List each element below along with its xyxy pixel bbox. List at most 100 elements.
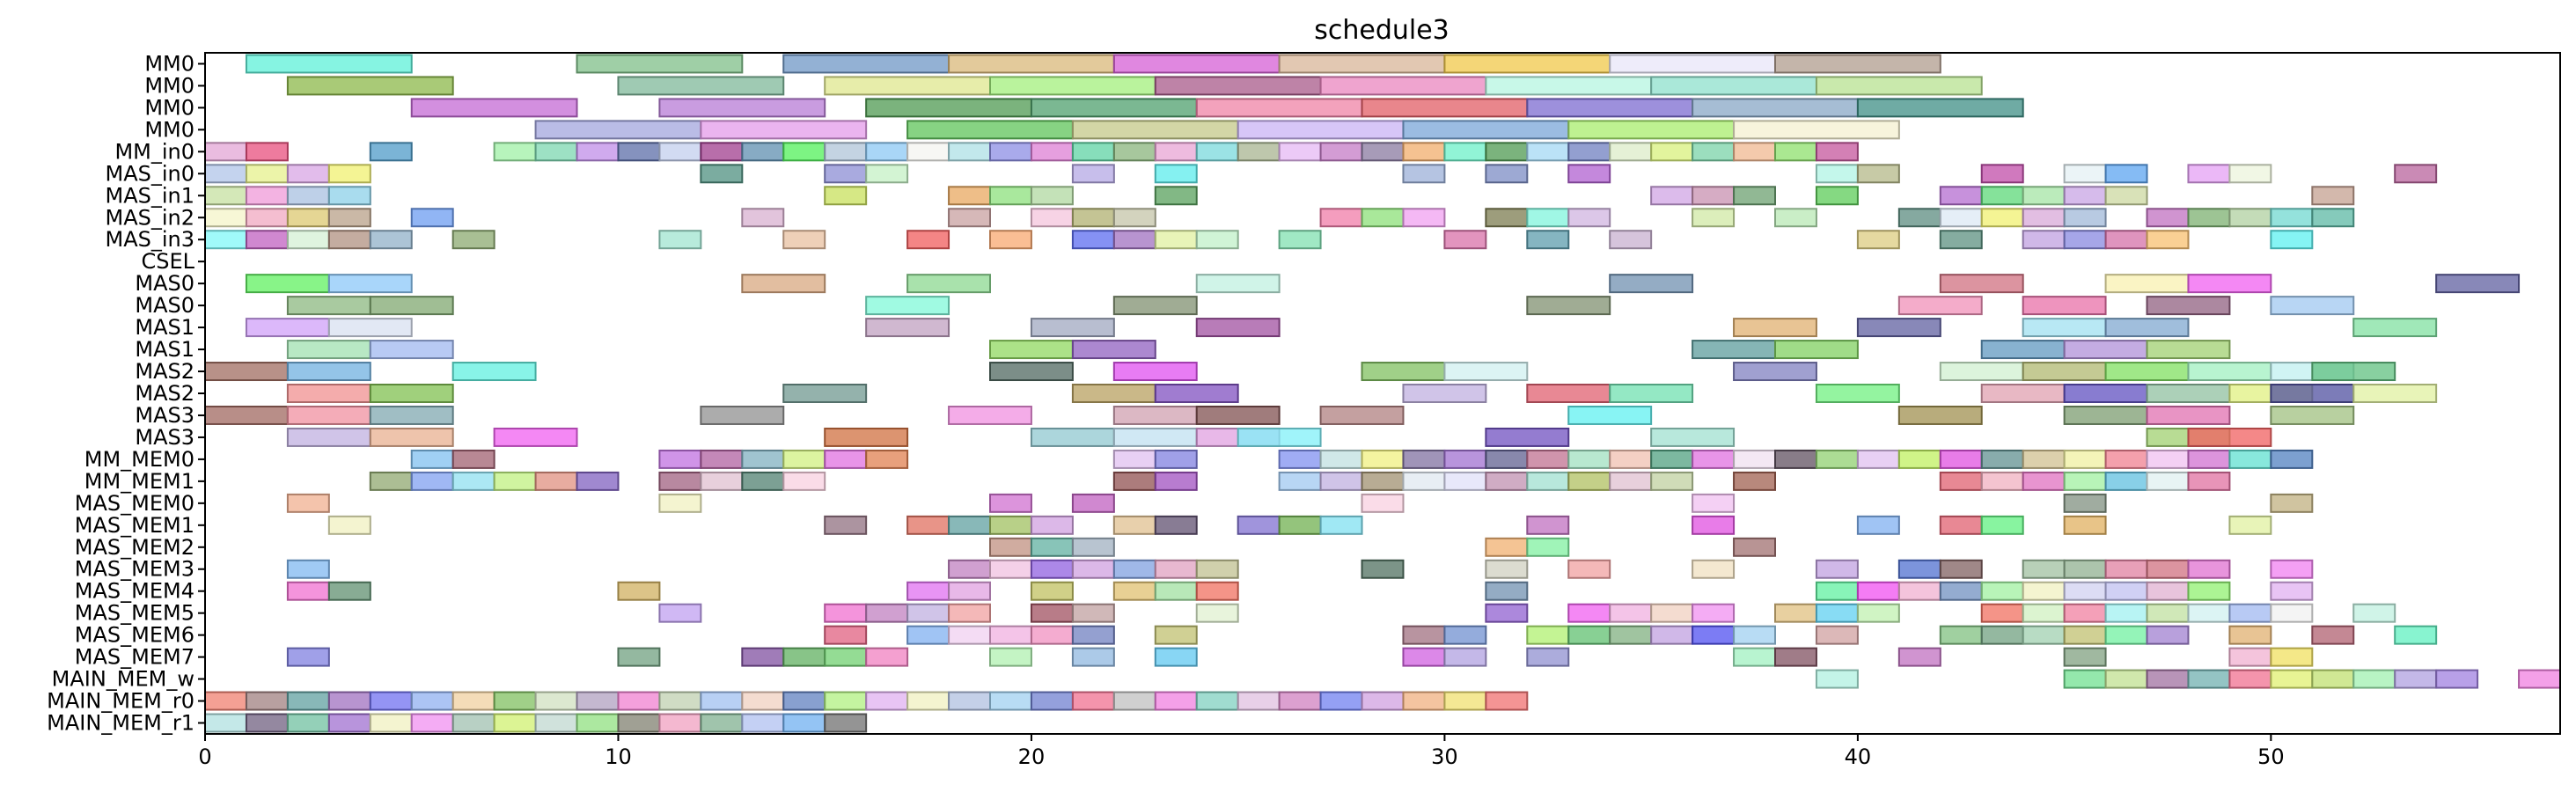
task-bar xyxy=(2104,164,2148,184)
task-bar xyxy=(1319,471,1363,491)
task-bar xyxy=(1195,230,1239,250)
task-bar xyxy=(989,515,1032,535)
task-bar xyxy=(1195,318,1281,338)
task-bar xyxy=(369,713,413,733)
y-tick-label: MAS3 xyxy=(135,403,194,428)
task-bar xyxy=(1567,559,1611,579)
task-bar xyxy=(1567,449,1611,469)
task-bar xyxy=(2104,186,2148,206)
task-bar xyxy=(1897,296,1983,316)
task-bar xyxy=(2146,559,2190,579)
task-bar xyxy=(1980,471,2024,491)
task-bar xyxy=(1154,559,1198,579)
task-bar xyxy=(1485,164,1529,184)
task-bar xyxy=(1897,647,1941,667)
task-bar xyxy=(1939,274,2024,294)
task-bar xyxy=(245,208,289,228)
task-bar xyxy=(2063,603,2107,623)
task-bar xyxy=(1071,493,1115,513)
task-bar xyxy=(989,493,1032,513)
task-bar xyxy=(1733,537,1777,557)
task-bar xyxy=(1071,120,1239,140)
task-bar xyxy=(1361,493,1405,513)
task-bar xyxy=(989,186,1032,206)
task-bar xyxy=(1361,142,1405,162)
task-bar xyxy=(1402,208,1446,228)
task-bar xyxy=(1567,120,1736,140)
task-bar xyxy=(1774,647,1817,667)
task-bar xyxy=(2022,230,2066,250)
task-bar xyxy=(1361,362,1446,382)
task-bar xyxy=(1856,164,1900,184)
task-bar xyxy=(369,340,454,360)
task-bar xyxy=(2063,449,2107,469)
task-bar xyxy=(1897,405,1983,425)
task-bar xyxy=(286,164,330,184)
task-bar xyxy=(1939,515,1983,535)
task-bar xyxy=(782,647,826,667)
task-bar xyxy=(1112,362,1198,382)
bars-layer xyxy=(204,54,2562,733)
task-bar xyxy=(782,691,826,711)
task-bar xyxy=(1815,559,1859,579)
task-bar xyxy=(369,471,413,491)
task-bar xyxy=(1815,581,1859,601)
task-bar xyxy=(1237,427,1322,447)
task-bar xyxy=(1237,691,1281,711)
task-bar xyxy=(1195,405,1281,425)
task-bar xyxy=(1402,449,1446,469)
task-bar xyxy=(824,186,868,206)
task-bar xyxy=(1692,515,1736,535)
task-bar xyxy=(1402,471,1446,491)
task-bar xyxy=(2394,625,2438,645)
task-bar xyxy=(2518,669,2562,689)
task-bar xyxy=(989,76,1156,96)
task-bar xyxy=(286,493,330,513)
task-bar xyxy=(369,405,454,425)
task-bar xyxy=(2104,603,2148,623)
task-bar xyxy=(2311,669,2355,689)
task-bar xyxy=(369,691,413,711)
y-tick-label: MAS1 xyxy=(135,337,194,362)
task-bar xyxy=(1071,384,1156,403)
task-bar xyxy=(327,691,371,711)
task-bar xyxy=(245,230,289,250)
task-bar xyxy=(2270,405,2355,425)
task-bar xyxy=(1361,559,1405,579)
task-bar xyxy=(865,142,909,162)
task-bar xyxy=(1030,625,1074,645)
task-bar xyxy=(2228,449,2272,469)
task-bar xyxy=(1733,362,1817,382)
task-bar xyxy=(948,208,992,228)
task-bar xyxy=(1154,164,1198,184)
task-bar xyxy=(1112,296,1198,316)
y-tick-label: MM0 xyxy=(144,51,194,76)
task-bar xyxy=(451,471,495,491)
task-bar xyxy=(2104,669,2148,689)
task-bar xyxy=(286,296,371,316)
task-bar xyxy=(1526,98,1694,118)
y-tick-label: MM0 xyxy=(144,73,194,98)
task-bar xyxy=(1154,186,1198,206)
task-bar xyxy=(1278,449,1322,469)
y-tick-label: MAS_MEM7 xyxy=(75,645,194,670)
task-bar xyxy=(1526,296,1611,316)
task-bar xyxy=(2022,603,2066,623)
task-bar xyxy=(2187,274,2272,294)
task-bar xyxy=(2311,625,2355,645)
task-bar xyxy=(1609,230,1653,250)
y-tick-label: MAS_in2 xyxy=(105,205,194,230)
task-bar xyxy=(1980,515,2024,535)
task-bar xyxy=(1278,471,1322,491)
task-bar xyxy=(1112,208,1156,228)
task-bar xyxy=(2435,274,2521,294)
task-bar xyxy=(1609,142,1653,162)
task-bar xyxy=(1030,208,1074,228)
task-bar xyxy=(1567,471,1611,491)
task-bar xyxy=(286,427,371,447)
task-bar xyxy=(1319,76,1487,96)
task-bar xyxy=(782,449,826,469)
task-bar xyxy=(2104,625,2148,645)
task-bar xyxy=(1112,691,1156,711)
